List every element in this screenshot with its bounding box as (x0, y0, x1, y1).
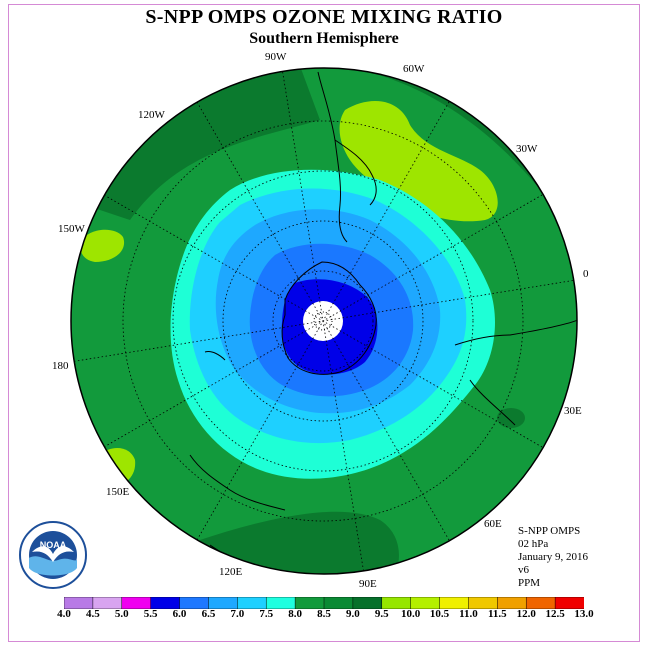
colorbar-tick-label: 5.5 (143, 608, 158, 620)
colorbar-tick-label: 10.5 (429, 608, 450, 620)
colorbar-tick-label: 12.0 (516, 608, 536, 620)
lon-label-0: 0 (583, 268, 589, 280)
colorbar-tick-label: 9.5 (374, 608, 389, 620)
lat-circle-70s (222, 220, 424, 422)
noaa-logo: NOAA (19, 521, 87, 589)
lon-label-90w: 90W (265, 51, 287, 63)
colorbar-tick-label: 8.0 (288, 608, 302, 620)
lon-label-120w: 120W (138, 109, 165, 121)
lat-circle-60s (172, 170, 474, 472)
colorbar-tick-label: 8.5 (317, 608, 331, 620)
coast-antarctica (281, 261, 377, 375)
colorbar-tick-label: 9.0 (346, 608, 360, 620)
lon-label-150e: 150E (106, 486, 130, 498)
lon-label-90e: 90E (359, 578, 377, 590)
map-subtitle: Southern Hemisphere (249, 30, 399, 47)
band-9.0-patch-150w (80, 229, 125, 262)
colorbar-tick-label: 12.5 (545, 608, 565, 620)
band-8.5-spot (497, 408, 525, 428)
band-8.5-rim-nw (71, 68, 320, 220)
coast-new-zealand (204, 351, 226, 361)
coast-south-america (317, 71, 377, 243)
lon-label-30e: 30E (564, 405, 582, 417)
figure-border (8, 4, 640, 642)
info-version: v6 (518, 564, 529, 576)
colorbar-box-17 (554, 597, 584, 609)
colorbar-tick-label: 13.0 (574, 608, 594, 620)
info-units: PPM (518, 577, 541, 589)
info-level: 02 hPa (518, 538, 549, 550)
band-8.5-rim-s (200, 511, 399, 574)
band-9.0-patch-60w (339, 101, 498, 222)
lon-label-150w: 150W (58, 223, 85, 235)
info-instrument: S-NPP OMPS (518, 525, 581, 537)
lon-label-120e: 120E (219, 566, 243, 578)
coast-africa (454, 319, 577, 426)
meridian-150w-30e (103, 194, 543, 448)
info-date: January 9, 2016 (518, 551, 588, 563)
map-title: S-NPP OMPS OZONE MIXING RATIO (145, 6, 503, 28)
colorbar-tick-label: 5.0 (114, 608, 129, 620)
info-block: S-NPP OMPS 02 hPa January 9, 2016 v6 PPM (518, 525, 588, 590)
map-edge (70, 67, 578, 575)
noaa-logo-text: NOAA (40, 540, 67, 550)
colorbar-tick-label: 4.5 (86, 608, 100, 620)
colorbar-tick-label: 4.0 (57, 608, 71, 620)
colorbar-tick-label: 10.0 (401, 608, 421, 620)
lon-label-30w: 30W (516, 143, 538, 155)
colorbar-tick-label: 11.5 (488, 608, 507, 620)
colorbar-tick-label: 6.5 (201, 608, 216, 620)
lon-label-60e: 60E (484, 518, 502, 530)
lon-label-60w: 60W (403, 63, 425, 75)
colorbar-tick-label: 6.0 (172, 608, 187, 620)
pole-stipple (313, 311, 333, 331)
lon-label-180: 180 (52, 360, 69, 372)
colorbar-tick-label: 7.5 (259, 608, 274, 620)
lat-circle-80s (272, 270, 374, 372)
colorbar (64, 597, 584, 609)
lat-circle-50s (122, 120, 524, 522)
colorbar-tick-label: 7.0 (230, 608, 245, 620)
colorbar-tick-label: 11.0 (459, 608, 478, 620)
